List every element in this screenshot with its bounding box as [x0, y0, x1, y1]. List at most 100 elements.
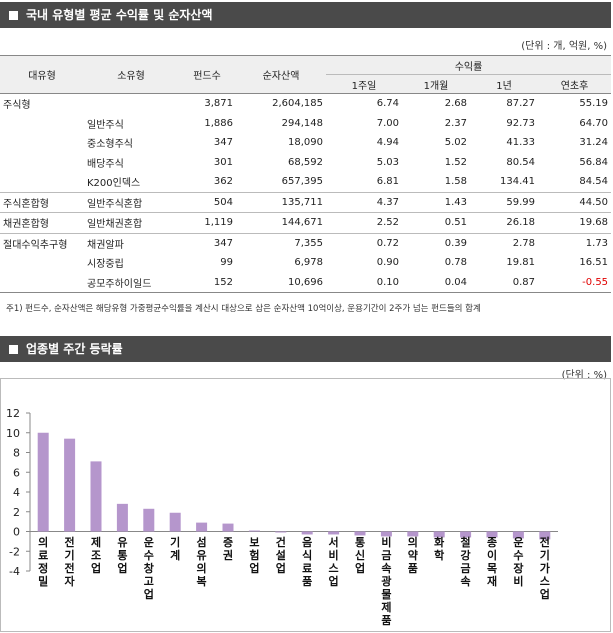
cell-assets: 135,711: [236, 191, 326, 213]
cell-w1: 4.94: [376, 137, 399, 149]
section1-header: 국내 유형별 평균 수익률 및 순자산액: [0, 2, 611, 28]
table-footnote: 주1) 펀드수, 순자산액은 해당유형 가중평균수익률을 계산시 대상으로 삼은…: [6, 304, 481, 314]
cell-funds: 99: [220, 257, 233, 269]
cell-subtype: K200인덱스: [87, 178, 141, 190]
cell-m1: 5.02: [444, 137, 467, 149]
table-row: 일반주식 1,886 294,148 7.00 2.37 92.73 64.70: [0, 114, 611, 134]
cell-m1: 0.39: [402, 232, 470, 253]
cell-y1: 41.33: [506, 137, 535, 149]
table-row: K200인덱스 362 657,395 6.81 1.58 134.41 84.54: [0, 172, 611, 192]
cell-subtype: 배당주식: [87, 158, 124, 170]
table-row: 배당주식 301 68,592 5.03 1.52 80.54 56.84: [0, 153, 611, 173]
cell-assets: 7,355: [236, 232, 326, 253]
cell-w1: 5.03: [376, 156, 399, 168]
cell-type: [0, 253, 84, 273]
cell-type: [0, 172, 84, 192]
cell-assets: 10,696: [288, 276, 323, 288]
cell-assets: 6,978: [294, 257, 323, 269]
cell-subtype: 일반주식혼합: [84, 191, 178, 213]
cell-ytd: -0.55: [582, 276, 609, 288]
cell-assets: 2,604,185: [272, 98, 323, 110]
cell-assets: 18,090: [288, 137, 323, 149]
cell-m1: 1.43: [402, 191, 470, 213]
header-1week: 1주일: [326, 74, 402, 94]
section1-unit: (단위 : 개, 억원, %): [521, 41, 607, 52]
cell-type: [0, 133, 84, 153]
cell-w1: 7.00: [376, 117, 399, 129]
header-1month: 1개월: [402, 74, 470, 94]
cell-type: 주식형: [3, 100, 31, 112]
table-row: 채권혼합형 일반채권혼합 1,119 144,671 2.52 0.51 26.18 19.6…: [0, 212, 612, 233]
cell-w1: 2.52: [326, 212, 402, 233]
cell-funds: 347: [213, 137, 233, 149]
cell-type: [0, 114, 84, 134]
cell-ytd: 55.19: [579, 98, 609, 110]
header-1year: 1년: [470, 74, 538, 94]
cell-assets: 294,148: [281, 117, 323, 129]
cell-funds: 362: [213, 176, 233, 188]
cell-funds: 347: [178, 232, 236, 253]
header-funds: 펀드수: [178, 55, 236, 94]
cell-ytd: 16.51: [579, 257, 609, 269]
cell-ytd: 56.84: [579, 156, 609, 168]
cell-ytd: 44.50: [538, 191, 612, 213]
cell-y1: 19.81: [506, 257, 535, 269]
fund-return-table: 대유형 소유형 펀드수 순자산액 수익률 1주일 1개월 1년 연초후 주식형 3…: [0, 55, 612, 293]
cell-m1: 1.52: [444, 156, 467, 168]
header-returns: 수익률: [326, 55, 612, 75]
cell-subtype: 채권알파: [84, 232, 178, 253]
header-ytd: 연초후: [538, 74, 612, 94]
cell-y1: 92.73: [506, 117, 535, 129]
cell-w1: 0.10: [376, 276, 399, 288]
cell-funds: 301: [213, 156, 233, 168]
cell-y1: 134.41: [500, 176, 535, 188]
table-row: 주식혼합형 일반주식혼합 504 135,711 4.37 1.43 59.99 44.50: [0, 191, 612, 213]
cell-m1: 1.58: [444, 176, 467, 188]
cell-ytd: 64.70: [579, 117, 609, 129]
cell-subtype: 일반주식: [87, 119, 124, 131]
cell-w1: 6.74: [376, 98, 399, 110]
cell-type: [0, 153, 84, 173]
cell-w1: 6.81: [376, 176, 399, 188]
header-assets: 순자산액: [236, 55, 326, 94]
square-bullet-icon: [9, 345, 18, 354]
header-type: 대유형: [0, 55, 84, 94]
cell-w1: 0.72: [326, 232, 402, 253]
cell-subtype: 중소형주식: [87, 139, 133, 151]
cell-m1: 0.04: [444, 276, 467, 288]
cell-w1: 0.90: [376, 257, 399, 269]
cell-ytd: 19.68: [538, 212, 612, 233]
cell-m1: 0.78: [444, 257, 467, 269]
cell-y1: 80.54: [506, 156, 535, 168]
cell-type: 채권혼합형: [0, 212, 84, 233]
table-row: 시장중립 99 6,978 0.90 0.78 19.81 16.51: [0, 253, 611, 273]
section2-title: 업종별 주간 등락률: [26, 342, 123, 356]
cell-subtype: 공모주하이일드: [87, 278, 152, 290]
cell-assets: 144,671: [236, 212, 326, 233]
cell-m1: 0.51: [402, 212, 470, 233]
cell-funds: 152: [213, 276, 233, 288]
table-row: 중소형주식 347 18,090 4.94 5.02 41.33 31.24: [0, 133, 611, 153]
cell-subtype: 일반채권혼합: [84, 212, 178, 233]
section1-title: 국내 유형별 평균 수익률 및 순자산액: [26, 8, 213, 22]
cell-y1: 2.78: [470, 232, 538, 253]
cell-funds: 3,871: [204, 98, 233, 110]
header-subtype: 소유형: [84, 55, 178, 94]
cell-y1: 87.27: [506, 98, 535, 110]
square-bullet-icon: [9, 11, 18, 20]
cell-assets: 68,592: [288, 156, 323, 168]
table-row: 절대수익추구형 채권알파 347 7,355 0.72 0.39 2.78 1.73: [0, 232, 612, 253]
cell-subtype: 시장중립: [87, 259, 124, 271]
cell-funds: 504: [178, 191, 236, 213]
cell-ytd: 31.24: [579, 137, 609, 149]
cell-funds: 1,886: [204, 117, 233, 129]
cell-w1: 4.37: [326, 191, 402, 213]
cell-y1: 59.99: [470, 191, 538, 213]
section2-header: 업종별 주간 등락률: [0, 336, 611, 362]
table-row: 공모주하이일드 152 10,696 0.10 0.04 0.87 -0.55: [0, 273, 611, 293]
cell-ytd: 84.54: [579, 176, 609, 188]
cell-ytd: 1.73: [538, 232, 612, 253]
cell-type: [0, 273, 84, 293]
cell-funds: 1,119: [178, 212, 236, 233]
cell-type: 절대수익추구형: [0, 232, 84, 253]
